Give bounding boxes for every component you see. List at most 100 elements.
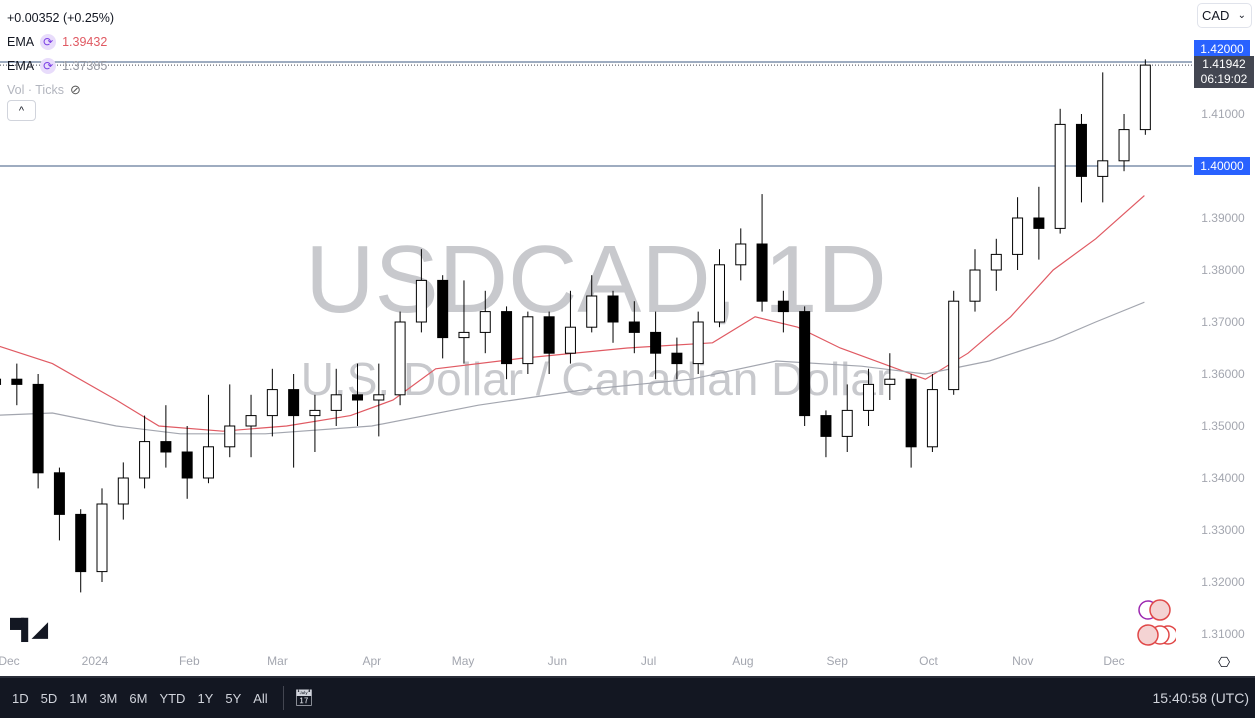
goto-date-icon[interactable]: 📅︎ [293,690,315,707]
candle-body [650,331,662,354]
candle-body [564,326,576,354]
refresh-icon[interactable]: ⟳ [40,58,57,74]
range-1y[interactable]: 1Y [197,690,214,706]
candle-body [692,321,704,365]
bottom-toolbar: 1D 5D 1M 3M 6M YTD 1Y 5Y All 📅︎ 15:40:58 (UTC) [0,676,1255,718]
candle [266,368,278,437]
candle-body [352,394,364,401]
range-5y[interactable]: 5Y [225,690,242,706]
y-tick-label: 1.35000 [1201,419,1245,433]
indicator-name: EMA [7,35,35,49]
candle-body [756,243,768,302]
candle [713,249,725,328]
candle-body [1054,123,1066,229]
candle-body [841,409,853,437]
candle-body [969,269,981,302]
candle [990,238,1002,291]
candle [756,194,768,312]
candle [884,353,896,400]
candle [926,374,938,452]
range-6m[interactable]: 6M [129,690,148,706]
candle-body [671,352,683,365]
candle-body [394,321,406,396]
candle [650,311,662,380]
price-chart[interactable]: USDCAD, 1D U.S. Dollar / Canadian Dollar… [0,0,1255,676]
indicator-value: 1.39432 [62,35,108,49]
candle [671,337,683,380]
candle-body [1097,160,1109,177]
candle [139,415,151,489]
range-all[interactable]: All [253,690,268,706]
candle [479,290,491,354]
candle [245,394,257,458]
candle-body [586,295,598,328]
candle-body [799,311,811,417]
tradingview-logo[interactable]: ▀▌◢ [10,619,48,641]
y-tick-label: 1.39000 [1201,211,1245,225]
candle-body [373,394,385,401]
candle [330,368,342,426]
settings-icon[interactable]: ⎔ [1218,654,1231,670]
candle-body [11,378,23,385]
candle-body [181,451,193,479]
candle-body [75,513,87,573]
candle-body [1075,123,1087,177]
y-tick-label: 1.36000 [1201,367,1245,381]
collapse-legend-button[interactable]: ^ [7,100,36,121]
candle-body [948,300,960,391]
refresh-icon[interactable]: ⟳ [40,34,57,50]
bar-countdown: 06:19:02 [1200,72,1248,86]
candle [437,275,449,359]
candle [394,311,406,406]
candle-body [735,243,747,266]
candle-body [437,279,449,339]
x-tick-label: Mar [267,654,288,668]
currency-select[interactable]: CAD ⌄ [1197,3,1252,28]
candle [863,368,875,426]
candle [607,290,619,343]
candle [692,311,704,374]
range-3m[interactable]: 3M [99,690,118,706]
candle [799,306,811,426]
range-ytd[interactable]: YTD [159,690,186,706]
candle-body [117,477,129,505]
us-flag-icon [1149,599,1171,621]
candle [181,426,193,499]
candle [1118,114,1130,172]
volume-indicator[interactable]: Vol · Ticks ⊘ [7,78,114,102]
chart-legend: +0.00352 (+0.25%) EMA ⟳ 1.39432 EMA ⟳ 1.3738… [7,6,114,102]
candle-body [863,383,875,411]
y-tick-label: 1.41000 [1201,107,1245,121]
candle-body [1139,64,1151,131]
currency-label: CAD [1202,8,1230,23]
candle-body [139,441,151,479]
y-tick-label: 1.34000 [1201,471,1245,485]
ema-line [0,195,1145,432]
clock[interactable]: 15:40:58 (UTC) [1152,690,1249,706]
x-tick-label: May [452,654,475,668]
candle [969,249,981,312]
candle-body [415,279,427,323]
candle-body [820,415,832,437]
candle [564,290,576,364]
candle-body [330,394,342,411]
range-1m[interactable]: 1M [69,690,88,706]
candle [586,275,598,333]
range-1d[interactable]: 1D [12,690,29,706]
candle [224,384,236,458]
candle [1012,197,1024,270]
flag-icons[interactable] [1136,598,1176,646]
indicator-value: 1.37385 [62,59,108,73]
eye-off-icon[interactable]: ⊘ [69,82,81,97]
candle [543,311,555,374]
us-flag-icon [1137,624,1159,646]
ema-indicator-1[interactable]: EMA ⟳ 1.39432 [7,30,114,54]
chevron-down-icon: ⌄ [1237,10,1246,21]
candle-body [628,321,640,333]
ema-indicator-2[interactable]: EMA ⟳ 1.37385 [7,54,114,78]
ema-line [0,301,1145,435]
candle-body [309,409,321,417]
range-5d[interactable]: 5D [40,690,58,706]
last-price-tag: 1.41942 06:19:02 [1194,56,1254,88]
candle [777,290,789,333]
